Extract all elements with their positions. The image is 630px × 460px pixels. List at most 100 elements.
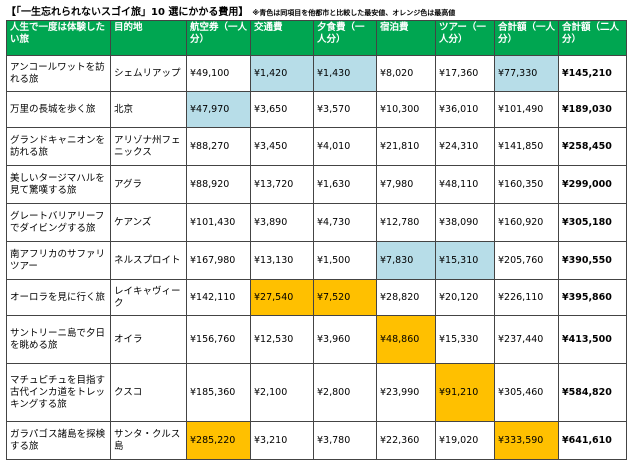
table-cell: ¥1,420 <box>250 55 314 92</box>
cost-table: 人生で一度は体験したい旅 目的地 航空券（一人分） 交通費 夕食費（一人分） 宿泊費 ツアー… <box>6 20 627 460</box>
table-cell: ¥88,270 <box>186 127 251 166</box>
table-cell: ¥160,350 <box>494 165 559 204</box>
table-cell: ¥36,010 <box>435 91 495 128</box>
column-header: 目的地 <box>110 20 187 56</box>
table-cell: ¥141,850 <box>494 127 559 166</box>
table-cell: ¥13,130 <box>250 241 314 280</box>
table-cell: ¥21,810 <box>376 127 436 166</box>
column-header: ツアー（一人分） <box>435 20 495 56</box>
table-cell: ¥28,820 <box>376 279 436 316</box>
table-cell: ガラパゴス諸島を探検する旅 <box>6 421 111 460</box>
table-cell: ¥3,210 <box>250 421 314 460</box>
table-cell: サンタ・クルス島 <box>110 421 187 460</box>
table-row: アンコールワットを訪れる旅 シェムリアップ ¥49,100 ¥1,420 ¥1,430 ¥… <box>6 55 627 92</box>
table-cell: ¥160,920 <box>494 203 559 242</box>
table-row: グレートバリアリーフでダイビングする旅 ケアンズ ¥101,430 ¥3,890 ¥4,… <box>6 203 627 242</box>
table-cell: ¥4,730 <box>313 203 377 242</box>
table-row: マチュピチュを目指す古代インカ道をトレッキングする旅 クスコ ¥185,360 ¥2,… <box>6 363 627 422</box>
header: 【「一生忘れられないスゴイ旅」10 選にかかる費用】 ※青色は同項目を他都市と比較… <box>6 3 626 19</box>
table-row: オーロラを見に行く旅 レイキャヴィーク ¥142,110 ¥27,540 ¥7,520 ¥… <box>6 279 627 316</box>
table-cell: アンコールワットを訪れる旅 <box>6 55 111 92</box>
column-header: 合計額（二人分） <box>558 20 627 56</box>
table-cell: ¥1,630 <box>313 165 377 204</box>
table-cell: ¥91,210 <box>435 363 495 422</box>
table-cell: ¥4,010 <box>313 127 377 166</box>
table-cell: オイラ <box>110 315 187 364</box>
table-cell: ¥38,090 <box>435 203 495 242</box>
column-header: 航空券（一人分） <box>186 20 251 56</box>
table-row: 南アフリカのサファリツアー ネルスプロイト ¥167,980 ¥13,130 ¥1,50… <box>6 241 627 280</box>
table-cell: ¥3,650 <box>250 91 314 128</box>
table-cell: ¥7,980 <box>376 165 436 204</box>
table-cell: ¥641,610 <box>558 421 627 460</box>
table-cell: ¥3,890 <box>250 203 314 242</box>
table-cell: レイキャヴィーク <box>110 279 187 316</box>
table-cell: ¥390,550 <box>558 241 627 280</box>
table-cell: ¥299,000 <box>558 165 627 204</box>
table-cell: ¥77,330 <box>494 55 559 92</box>
table-cell: ¥47,970 <box>186 91 251 128</box>
table-cell: サントリーニ島で夕日を眺める旅 <box>6 315 111 364</box>
table-cell: グレートバリアリーフでダイビングする旅 <box>6 203 111 242</box>
column-header: 人生で一度は体験したい旅 <box>6 20 111 56</box>
table-cell: ¥3,450 <box>250 127 314 166</box>
column-header: 交通費 <box>250 20 314 56</box>
table-cell: ¥584,820 <box>558 363 627 422</box>
table-cell: ¥305,460 <box>494 363 559 422</box>
table-cell: ¥237,440 <box>494 315 559 364</box>
table-row: グランドキャニオンを訪れる旅 アリゾナ州フェニックス ¥88,270 ¥3,450 ¥4… <box>6 127 627 166</box>
table-cell: ¥8,020 <box>376 55 436 92</box>
table-cell: ¥3,780 <box>313 421 377 460</box>
table-cell: ¥258,450 <box>558 127 627 166</box>
table-cell: シェムリアップ <box>110 55 187 92</box>
table-cell: ¥12,780 <box>376 203 436 242</box>
table-cell: ¥1,430 <box>313 55 377 92</box>
header-row: 人生で一度は体験したい旅 目的地 航空券（一人分） 交通費 夕食費（一人分） 宿泊費 ツアー… <box>6 20 627 56</box>
table-cell: ¥101,430 <box>186 203 251 242</box>
table-cell: ¥22,360 <box>376 421 436 460</box>
table-cell: ¥167,980 <box>186 241 251 280</box>
table-cell: ¥413,500 <box>558 315 627 364</box>
table-cell: ¥20,120 <box>435 279 495 316</box>
table-cell: ¥19,020 <box>435 421 495 460</box>
title: 【「一生忘れられないスゴイ旅」10 選にかかる費用】 <box>6 7 249 18</box>
table-cell: ¥226,110 <box>494 279 559 316</box>
table-cell: ¥2,800 <box>313 363 377 422</box>
table-row: サントリーニ島で夕日を眺める旅 オイラ ¥156,760 ¥12,530 ¥3,960 ¥… <box>6 315 627 364</box>
table-cell: ¥2,100 <box>250 363 314 422</box>
table-row: 万里の長城を歩く旅 北京 ¥47,970 ¥3,650 ¥3,570 ¥10,300 ¥36… <box>6 91 627 128</box>
table-cell: アリゾナ州フェニックス <box>110 127 187 166</box>
note: ※青色は同項目を他都市と比較した最安値、オレンジ色は最高値 <box>252 9 456 17</box>
table-cell: ¥13,720 <box>250 165 314 204</box>
column-header: 合計額（一人分） <box>494 20 559 56</box>
table-cell: ¥49,100 <box>186 55 251 92</box>
table-cell: 美しいタージマハルを見て驚嘆する旅 <box>6 165 111 204</box>
table-cell: 北京 <box>110 91 187 128</box>
table-cell: 南アフリカのサファリツアー <box>6 241 111 280</box>
table-cell: ¥48,110 <box>435 165 495 204</box>
table-cell: ¥7,520 <box>313 279 377 316</box>
table-cell: ¥3,960 <box>313 315 377 364</box>
table-cell: 万里の長城を歩く旅 <box>6 91 111 128</box>
table-cell: ケアンズ <box>110 203 187 242</box>
table-cell: ¥285,220 <box>186 421 251 460</box>
table-cell: ¥7,830 <box>376 241 436 280</box>
column-header: 宿泊費 <box>376 20 436 56</box>
table-cell: クスコ <box>110 363 187 422</box>
table-cell: ¥48,860 <box>376 315 436 364</box>
table-cell: ¥3,570 <box>313 91 377 128</box>
table-cell: ネルスプロイト <box>110 241 187 280</box>
table-cell: ¥15,310 <box>435 241 495 280</box>
table-cell: マチュピチュを目指す古代インカ道をトレッキングする旅 <box>6 363 111 422</box>
table-cell: グランドキャニオンを訪れる旅 <box>6 127 111 166</box>
table-cell: ¥189,030 <box>558 91 627 128</box>
table-cell: ¥333,590 <box>494 421 559 460</box>
table-cell: ¥24,310 <box>435 127 495 166</box>
table-body: アンコールワットを訪れる旅 シェムリアップ ¥49,100 ¥1,420 ¥1,430 ¥… <box>6 55 627 460</box>
table-cell: ¥305,180 <box>558 203 627 242</box>
table-cell: ¥145,210 <box>558 55 627 92</box>
table-cell: ¥88,920 <box>186 165 251 204</box>
table-cell: ¥142,110 <box>186 279 251 316</box>
table-cell: ¥12,530 <box>250 315 314 364</box>
